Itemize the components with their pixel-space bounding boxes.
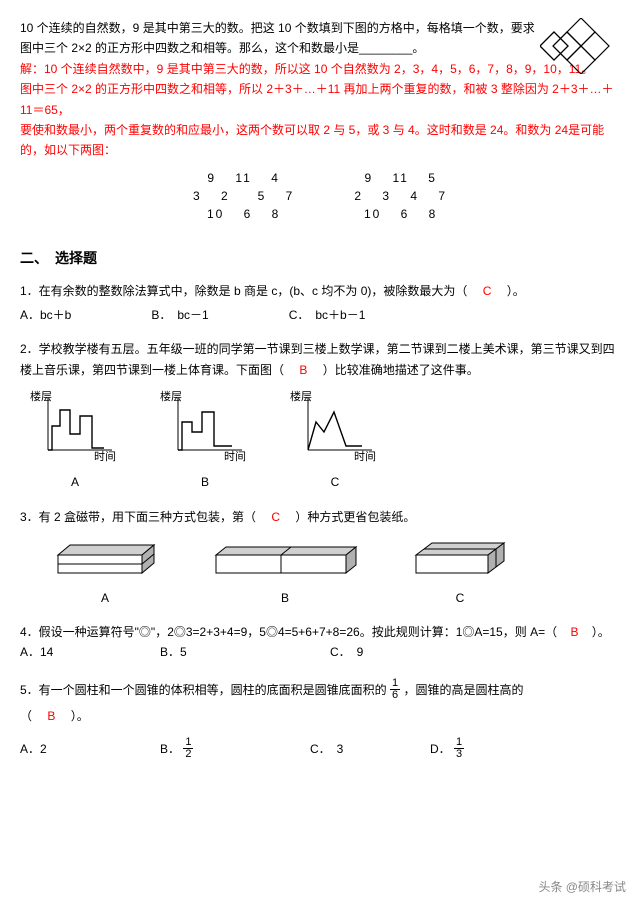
graph-c-label: C: [290, 472, 380, 492]
svg-text:楼层: 楼层: [30, 390, 52, 403]
graph-a: 楼层 时间 A: [30, 390, 120, 493]
q1-option-c: C． bc＋b－1: [289, 305, 366, 325]
svg-text:楼层: 楼层: [290, 390, 312, 403]
q5-text-p1: 5．有一个圆柱和一个圆锥的体积相等，圆柱的底面积是圆锥底面积的: [20, 683, 387, 697]
question-3: 3．有 2 盒磁带，用下面三种方式包装，第（ C ）种方式更省包装纸。 A B: [20, 507, 620, 608]
q10-number-arrays: 9 11 4 3 2 5 7 10 6 8 9 11 5 2 3 4 7 10 …: [20, 169, 620, 223]
graph-a-label: A: [30, 472, 120, 492]
q10-solution-line3: 要使和数最小，两个重复数的和应最小，这两个数可以取 2 与 5，或 3 与 4。…: [20, 120, 620, 161]
box-a: A: [50, 537, 160, 608]
graph-a-svg: 楼层 时间: [30, 390, 120, 462]
q1-text: 1．在有余数的整数除法算式中，除数是 b 商是 c，(b、c 均不为 0)，被除…: [20, 284, 467, 298]
q3-answer: C: [259, 510, 292, 524]
q10-solution-line2: 图中三个 2×2 的正方形中四数之和相等，所以 2＋3＋…＋11 再加上两个重复…: [20, 79, 620, 120]
q1-tail: ）。: [507, 284, 525, 298]
array2-row2: 2 3 4 7: [354, 187, 447, 205]
array1-row2: 3 2 5 7: [193, 187, 294, 205]
q5-option-d: D． 13: [430, 736, 464, 762]
q2-graphs: 楼层 时间 A 楼层 时间 B 楼层: [30, 390, 620, 493]
q1-answer: C: [471, 284, 504, 298]
q3-boxes: A B C: [50, 537, 620, 608]
q4-answer: B: [560, 625, 588, 639]
q4-option-a: A．14: [20, 642, 160, 662]
box-b-label: B: [210, 588, 360, 608]
q5-option-b: B． 12: [160, 736, 310, 762]
box-b: B: [210, 543, 360, 608]
q1-option-b: B． bc－1: [151, 305, 208, 325]
array1-row3: 10 6 8: [193, 205, 294, 223]
q3-text: 3．有 2 盒磁带，用下面三种方式包装，第（: [20, 510, 256, 524]
question-10: 10 个连续的自然数，9 是其中第三大的数。把这 10 个数填到下图的方格中，每…: [20, 18, 620, 161]
q5-tail: ）。: [71, 709, 89, 723]
q4-text: 4．假设一种运算符号"◎"，2◎3=2+3+4=9，5◎4=5+6+7+8=26…: [20, 625, 557, 639]
box-c-label: C: [410, 588, 510, 608]
array-1: 9 11 4 3 2 5 7 10 6 8: [193, 169, 294, 223]
q5-options: A．2 B． 12 C． 3 D． 13: [20, 736, 620, 762]
q5-option-a: A．2: [20, 736, 160, 762]
box-c: C: [410, 539, 510, 608]
graph-b-svg: 楼层 时间: [160, 390, 250, 462]
q4-tail: ）。: [592, 625, 610, 639]
watermark: 头条 @硕科考试: [538, 877, 626, 897]
q2-answer: B: [287, 363, 319, 377]
q4-option-c: C． 9: [330, 642, 363, 662]
array2-row3: 10 6 8: [354, 205, 447, 223]
question-1: 1．在有余数的整数除法算式中，除数是 b 商是 c，(b、c 均不为 0)，被除…: [20, 281, 620, 326]
svg-text:时间: 时间: [354, 450, 376, 462]
svg-text:时间: 时间: [224, 450, 246, 462]
q5-text-p3: （: [20, 709, 32, 723]
q5-text-p2: ，圆锥的高是圆柱高的: [404, 683, 524, 697]
svg-text:时间: 时间: [94, 450, 116, 462]
q1-options: A．bc＋b B． bc－1 C． bc＋b－1: [20, 305, 620, 325]
array2-row1: 9 11 5: [354, 169, 447, 187]
question-4: 4．假设一种运算符号"◎"，2◎3=2+3+4=9，5◎4=5+6+7+8=26…: [20, 622, 620, 663]
graph-c-svg: 楼层 时间: [290, 390, 380, 462]
box-a-label: A: [50, 588, 160, 608]
q5-frac1: 16: [390, 678, 400, 701]
q2-tail: ）比较准确地描述了这件事。: [323, 363, 479, 377]
q4-option-b: B．5: [160, 642, 330, 662]
question-2: 2．学校教学楼有五层。五年级一班的同学第一节课到三楼上数学课，第二节课到二楼上美…: [20, 339, 620, 493]
q5-option-c: C． 3: [310, 736, 430, 762]
q10-prompt: 10 个连续的自然数，9 是其中第三大的数。把这 10 个数填到下图的方格中，每…: [20, 18, 620, 59]
array-2: 9 11 5 2 3 4 7 10 6 8: [354, 169, 447, 223]
q4-options: A．14 B．5 C． 9: [20, 642, 620, 662]
section-2-title: 二、 选择题: [20, 247, 620, 271]
q3-tail: ）种方式更省包装纸。: [295, 510, 415, 524]
q1-option-a: A．bc＋b: [20, 305, 71, 325]
graph-b: 楼层 时间 B: [160, 390, 250, 493]
svg-text:楼层: 楼层: [160, 390, 182, 403]
question-5: 5．有一个圆柱和一个圆锥的体积相等，圆柱的底面积是圆锥底面积的 16 ，圆锥的高…: [20, 677, 620, 762]
q5-answer: B: [35, 709, 67, 723]
q10-solution-line1: 解：10 个连续自然数中，9 是其中第三大的数，所以这 10 个自然数为 2，3…: [20, 59, 620, 79]
array1-row1: 9 11 4: [193, 169, 294, 187]
graph-c: 楼层 时间 C: [290, 390, 380, 493]
graph-b-label: B: [160, 472, 250, 492]
diamond-grid-figure: [540, 18, 614, 74]
